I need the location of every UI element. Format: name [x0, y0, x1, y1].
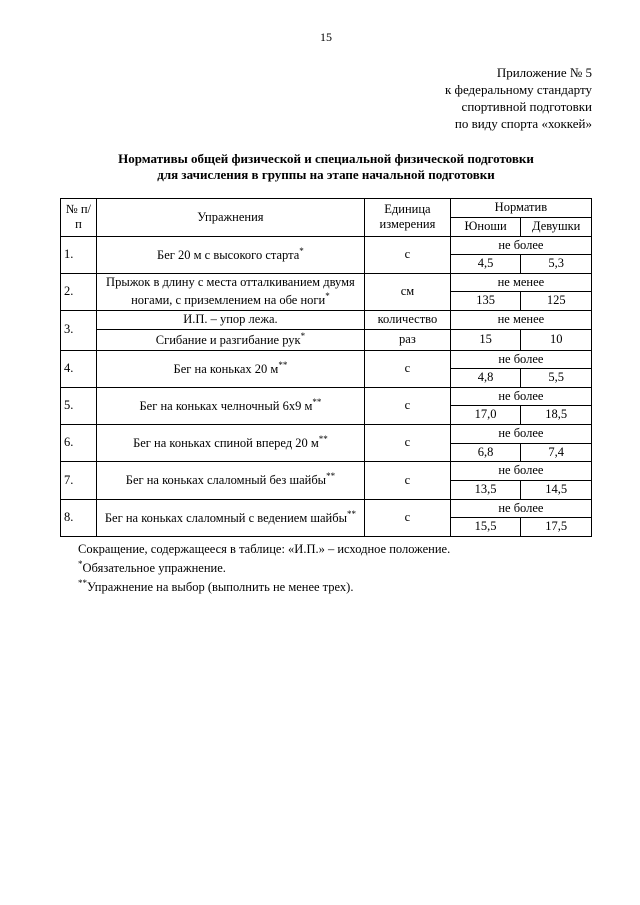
row-unit: с	[365, 425, 451, 462]
title-line: Нормативы общей физической и специальной…	[60, 151, 592, 168]
row-girls: 18,5	[521, 406, 592, 425]
row-condition: не более	[450, 236, 591, 255]
notes-block: Сокращение, содержащееся в таблице: «И.П…	[60, 541, 592, 596]
header-line: по виду спорта «хоккей»	[60, 116, 592, 133]
row-condition: не более	[450, 387, 591, 406]
row-condition: не более	[450, 350, 591, 369]
row-exercise: Бег на коньках спиной вперед 20 м**	[96, 425, 364, 462]
row-condition: не более	[450, 462, 591, 481]
row-condition: не менее	[450, 273, 591, 292]
row-boys: 4,8	[450, 369, 521, 388]
row-boys: 13,5	[450, 480, 521, 499]
row-boys: 15	[450, 329, 521, 350]
row-unit: раз	[365, 329, 451, 350]
row-condition: не более	[450, 425, 591, 444]
row-exercise: Бег на коньках 20 м**	[96, 350, 364, 387]
row-exercise: Бег на коньках челночный 6х9 м**	[96, 387, 364, 424]
row-num: 5.	[61, 387, 97, 424]
row-unit: с	[365, 387, 451, 424]
row-girls: 14,5	[521, 480, 592, 499]
table-row: 2. Прыжок в длину с места отталкиванием …	[61, 273, 592, 292]
table-row: 8. Бег на коньках слаломный с ведением ш…	[61, 499, 592, 518]
row-unit: с	[365, 499, 451, 536]
row-exercise: Бег на коньках слаломный без шайбы**	[96, 462, 364, 499]
row-exercise: Прыжок в длину с места отталкиванием дву…	[96, 273, 364, 310]
col-header-boys: Юноши	[450, 217, 521, 236]
table-row: 3. И.П. – упор лежа. количество не менее	[61, 311, 592, 330]
row-num: 1.	[61, 236, 97, 273]
table-row: 5. Бег на коньках челночный 6х9 м** с не…	[61, 387, 592, 406]
table-row: 4. Бег на коньках 20 м** с не более	[61, 350, 592, 369]
row-boys: 15,5	[450, 518, 521, 537]
col-header-unit: Единица измерения	[365, 199, 451, 236]
row-num: 6.	[61, 425, 97, 462]
row-exercise: И.П. – упор лежа.	[96, 311, 364, 330]
note-line: **Упражнение на выбор (выполнить не мене…	[78, 577, 592, 596]
row-unit: количество	[365, 311, 451, 330]
row-num: 8.	[61, 499, 97, 536]
row-exercise: Бег на коньках слаломный с ведением шайб…	[96, 499, 364, 536]
row-num: 4.	[61, 350, 97, 387]
row-unit: с	[365, 350, 451, 387]
row-unit: с	[365, 462, 451, 499]
row-num: 3.	[61, 311, 97, 350]
row-condition: не менее	[450, 311, 591, 330]
document-title: Нормативы общей физической и специальной…	[60, 151, 592, 185]
col-header-norm: Норматив	[450, 199, 591, 218]
norms-table: № п/п Упражнения Единица измерения Норма…	[60, 198, 592, 536]
title-line: для зачисления в группы на этапе начальн…	[60, 167, 592, 184]
row-condition: не более	[450, 499, 591, 518]
row-boys: 17,0	[450, 406, 521, 425]
row-num: 2.	[61, 273, 97, 310]
header-line: к федеральному стандарту	[60, 82, 592, 99]
row-girls: 5,5	[521, 369, 592, 388]
row-boys: 4,5	[450, 255, 521, 274]
row-boys: 135	[450, 292, 521, 311]
row-girls: 5,3	[521, 255, 592, 274]
table-row: 6. Бег на коньках спиной вперед 20 м** с…	[61, 425, 592, 444]
note-line: Сокращение, содержащееся в таблице: «И.П…	[78, 541, 592, 558]
row-girls: 17,5	[521, 518, 592, 537]
table-header-row: № п/п Упражнения Единица измерения Норма…	[61, 199, 592, 218]
row-unit: с	[365, 236, 451, 273]
col-header-exercise: Упражнения	[96, 199, 364, 236]
row-num: 7.	[61, 462, 97, 499]
header-line: Приложение № 5	[60, 65, 592, 82]
row-exercise: Бег 20 м с высокого старта*	[96, 236, 364, 273]
col-header-num: № п/п	[61, 199, 97, 236]
row-girls: 7,4	[521, 443, 592, 462]
note-line: *Обязательное упражнение.	[78, 558, 592, 577]
page-number: 15	[60, 30, 592, 45]
table-row: 7. Бег на коньках слаломный без шайбы** …	[61, 462, 592, 481]
row-boys: 6,8	[450, 443, 521, 462]
row-girls: 10	[521, 329, 592, 350]
appendix-header: Приложение № 5 к федеральному стандарту …	[60, 65, 592, 133]
row-girls: 125	[521, 292, 592, 311]
col-header-girls: Девушки	[521, 217, 592, 236]
table-row: 1. Бег 20 м с высокого старта* с не боле…	[61, 236, 592, 255]
row-unit: см	[365, 273, 451, 310]
table-row: Сгибание и разгибание рук* раз 15 10	[61, 329, 592, 350]
header-line: спортивной подготовки	[60, 99, 592, 116]
row-exercise: Сгибание и разгибание рук*	[96, 329, 364, 350]
